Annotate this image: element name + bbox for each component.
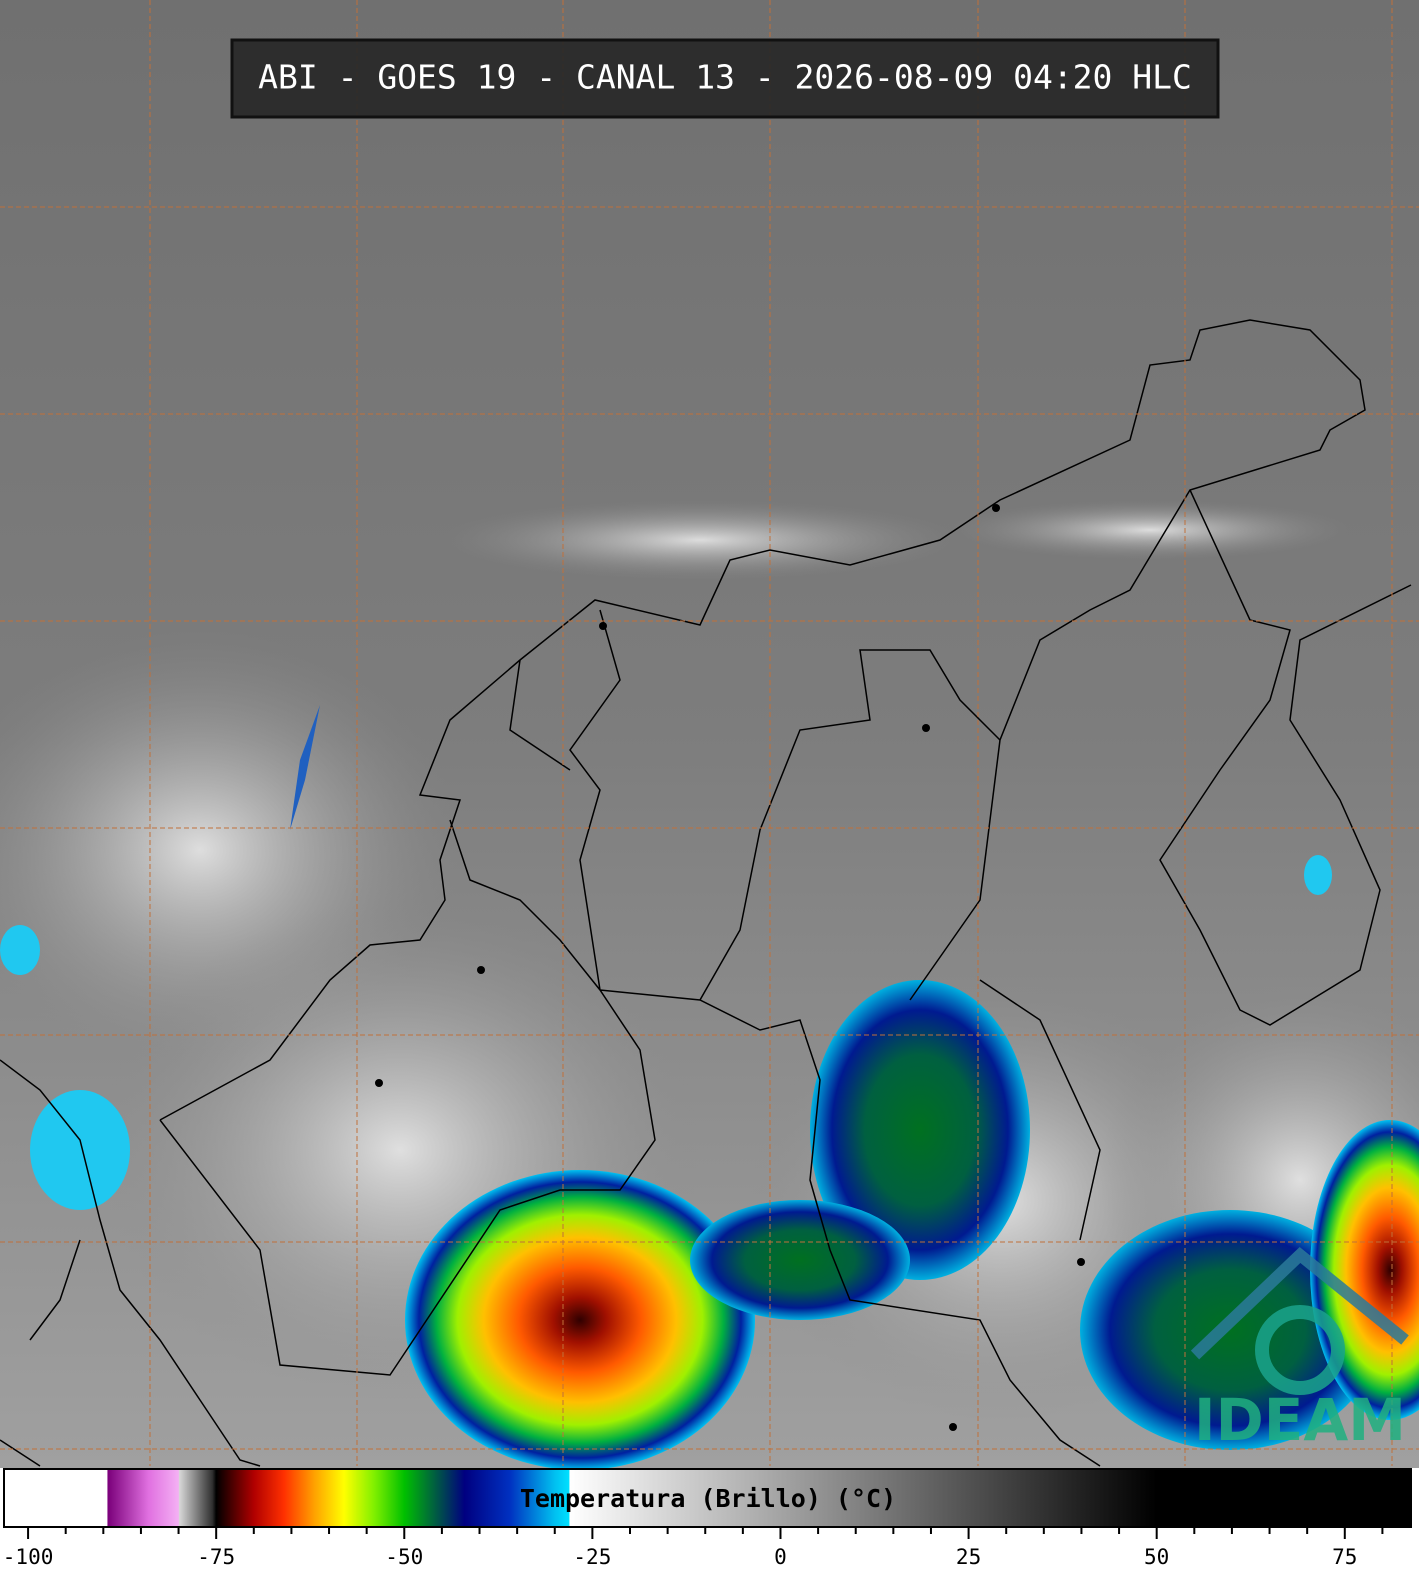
storms (405, 855, 1419, 1470)
logo-text: IDEAM (1194, 1386, 1406, 1454)
tick-label: -75 (197, 1545, 235, 1569)
title: ABI - GOES 19 - CANAL 13 - 2026-08-09 04… (258, 58, 1192, 97)
colorbar-label: Temperatura (Brillo) (°C) (520, 1484, 896, 1513)
tick-label: 0 (774, 1545, 787, 1569)
tick-label: 75 (1332, 1545, 1357, 1569)
tick-label: -50 (385, 1545, 423, 1569)
colorbar (3, 1468, 1412, 1528)
tick-label: -100 (3, 1545, 54, 1569)
tick-label: 25 (956, 1545, 981, 1569)
logo: IDEAM (1190, 1247, 1409, 1454)
graticule (0, 0, 1419, 1466)
tick-label: 50 (1144, 1545, 1169, 1569)
cities (375, 504, 1085, 1431)
title-box (230, 38, 1220, 119)
tick-label: -25 (573, 1545, 611, 1569)
coastlines (0, 319, 1412, 1467)
